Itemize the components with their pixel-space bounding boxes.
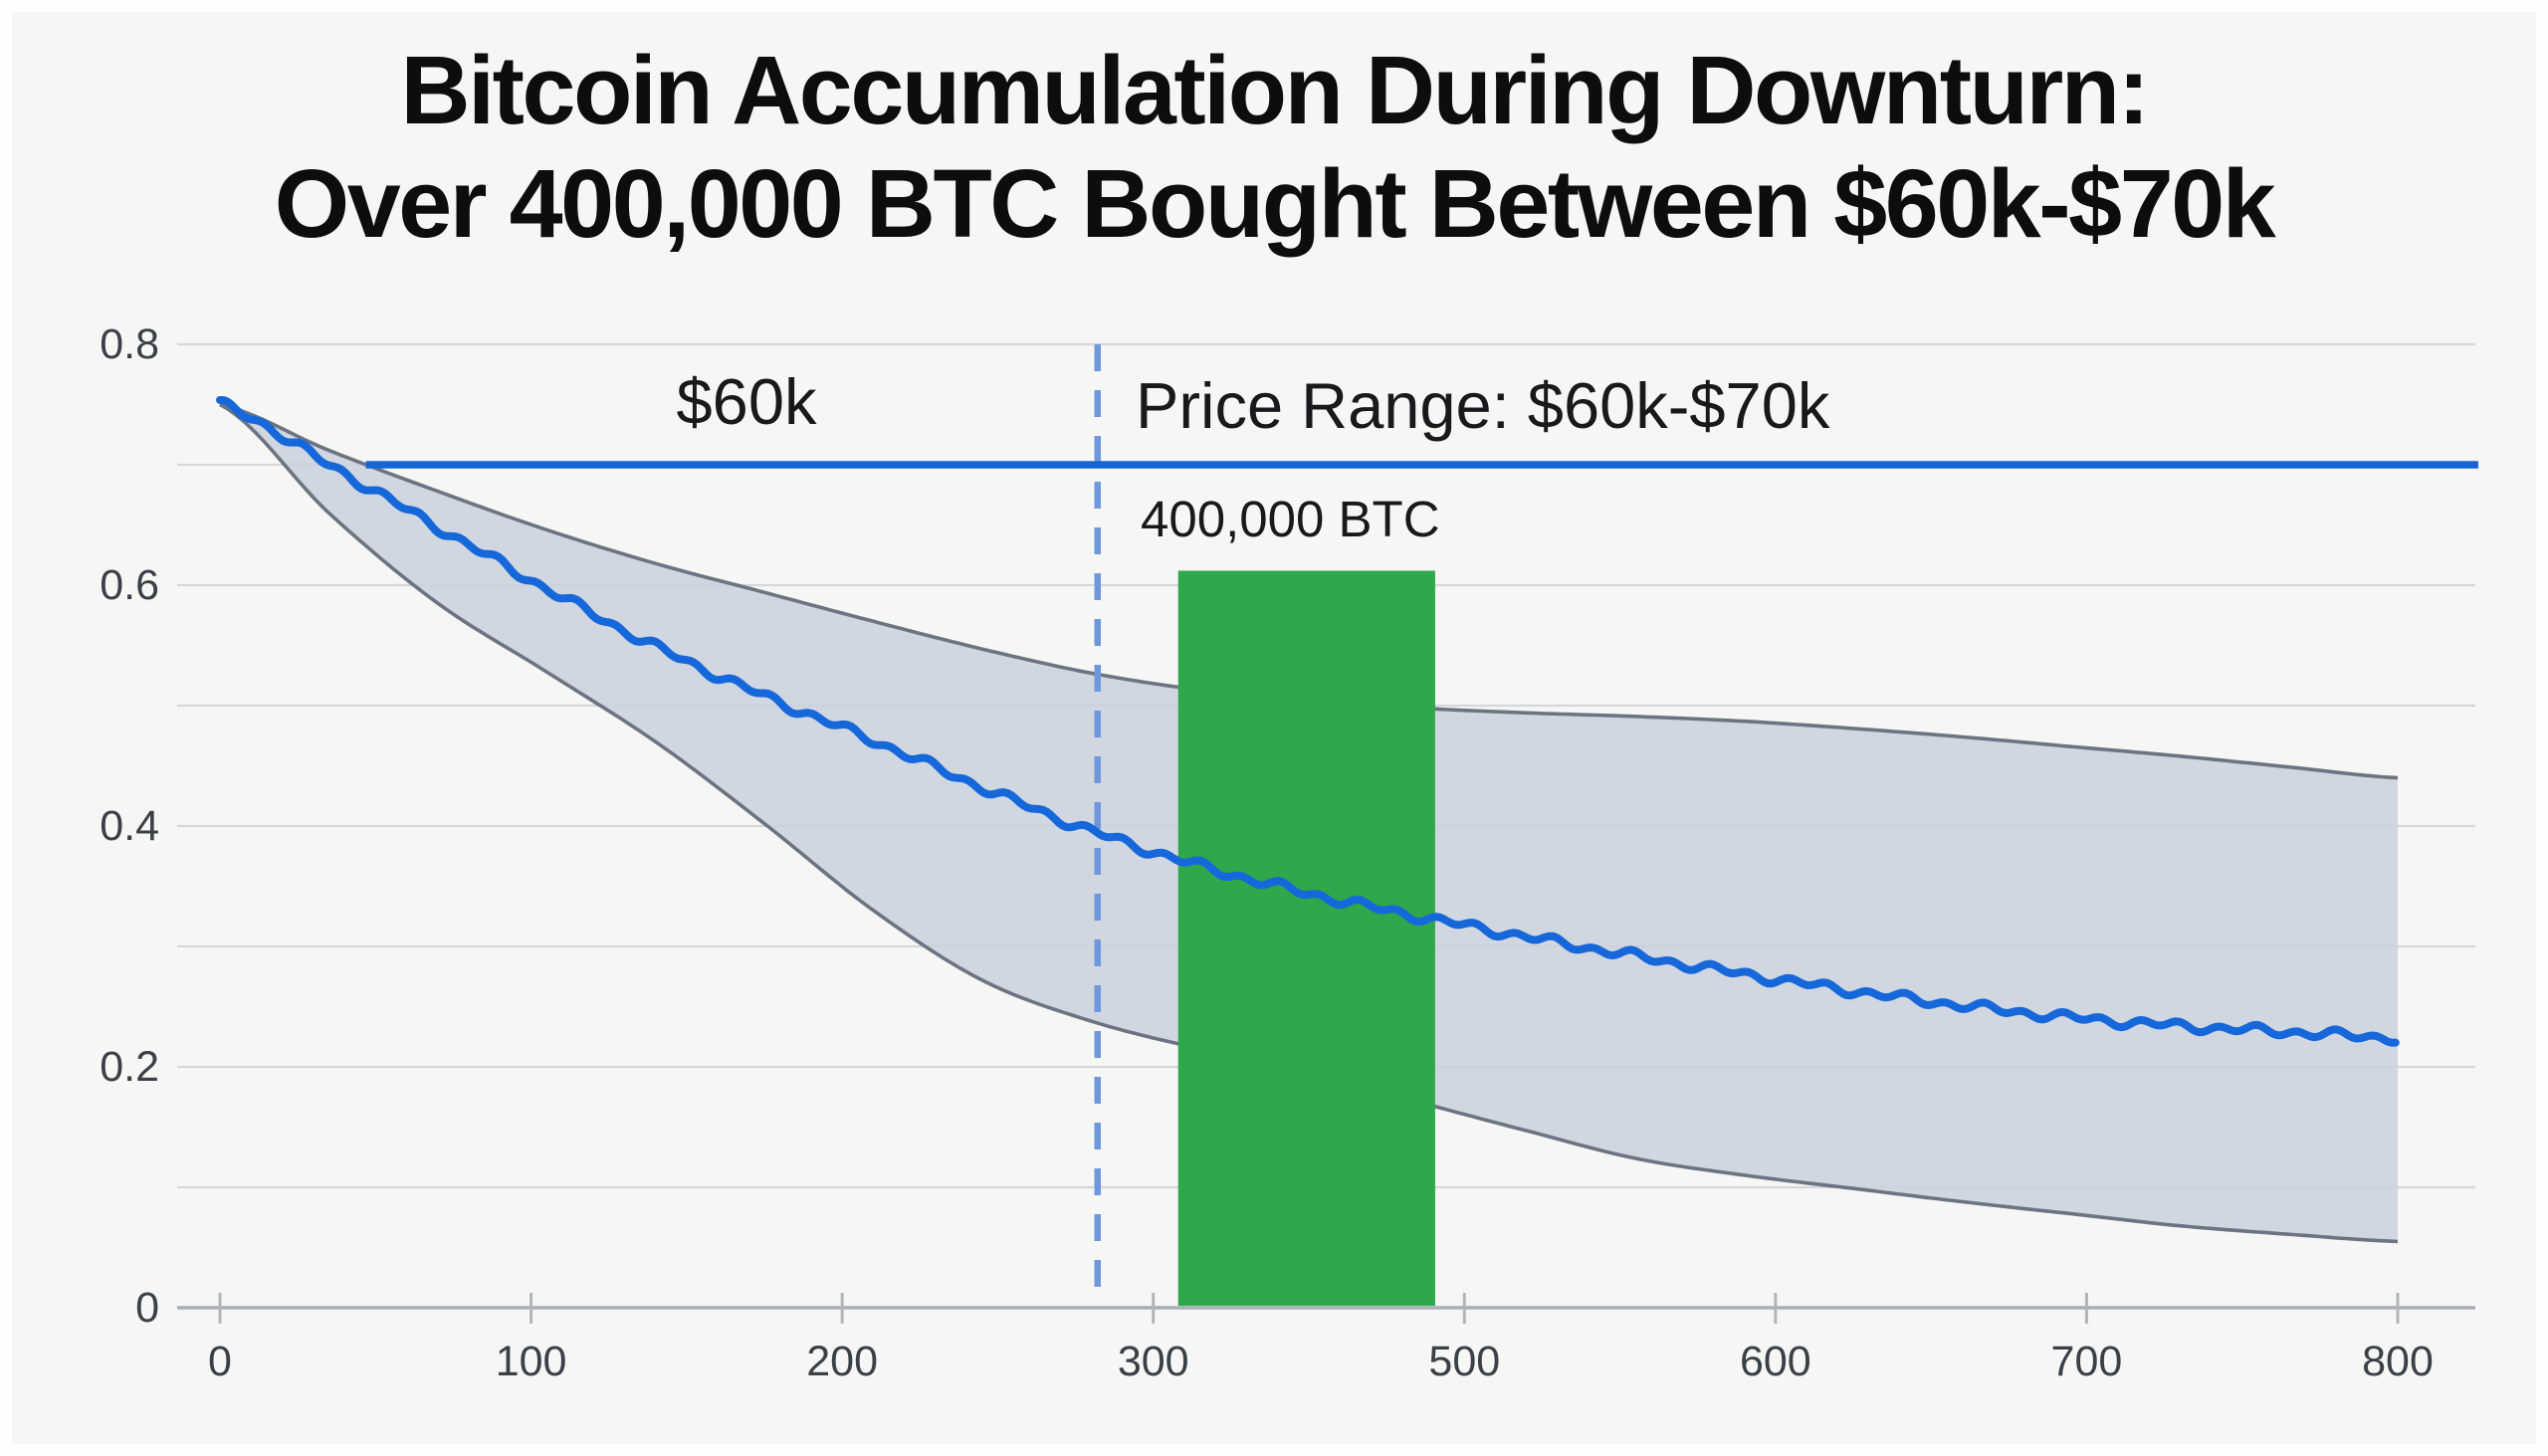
accumulation-bar [1177, 570, 1435, 1306]
btc-price-median-line [216, 396, 2400, 1047]
